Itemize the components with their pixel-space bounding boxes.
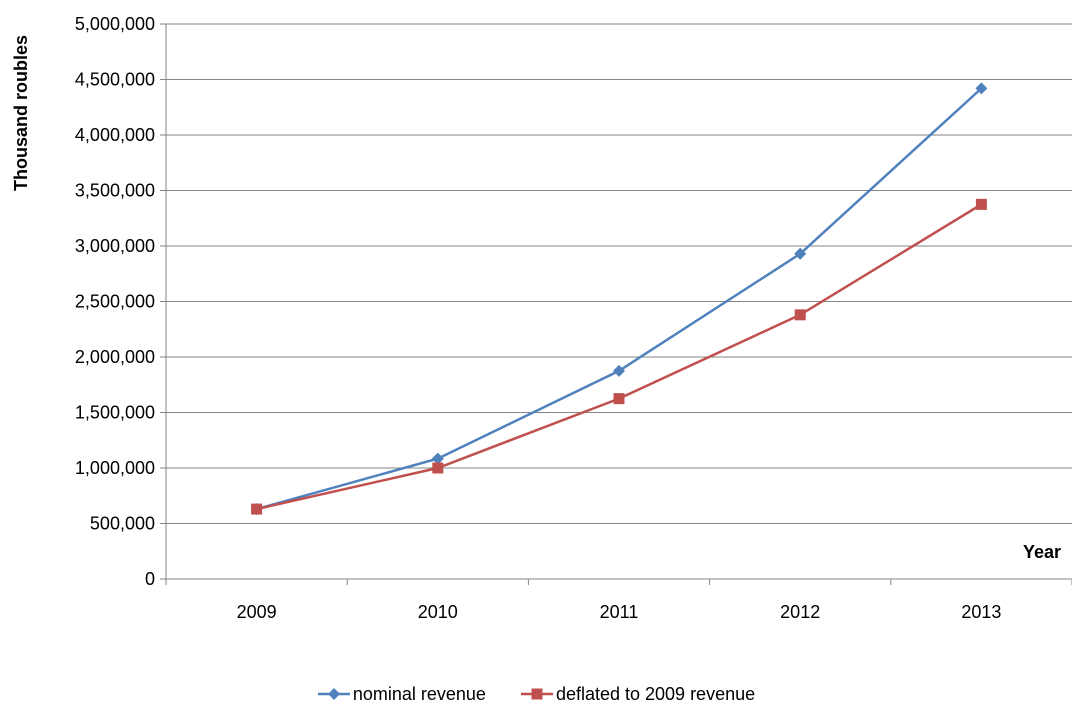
data-point-marker bbox=[251, 503, 263, 515]
x-tick-label: 2012 bbox=[780, 602, 820, 622]
legend-swatch bbox=[317, 688, 350, 700]
x-tick-labels: 2009 2010 2011 2012 2013 bbox=[237, 602, 1002, 622]
x-tick-label: 2013 bbox=[961, 602, 1001, 622]
line-chart: 0 500,000 1,000,000 1,500,000 2,000,000 2,500… bbox=[11, 14, 1072, 622]
y-tick-label: 1,000,000 bbox=[75, 458, 155, 478]
data-point-marker bbox=[975, 82, 988, 95]
data-point-marker bbox=[432, 462, 444, 474]
x-tick-label: 2010 bbox=[418, 602, 458, 622]
y-tick-label: 2,500,000 bbox=[75, 292, 155, 312]
data-point-marker bbox=[613, 364, 625, 377]
y-tick-label: 3,000,000 bbox=[75, 236, 155, 256]
legend-item-2: deflated to 2009 revenue bbox=[520, 684, 755, 705]
legend-swatch bbox=[520, 688, 553, 700]
y-tick-label: 1,500,000 bbox=[75, 403, 155, 423]
data-point-marker bbox=[794, 247, 807, 260]
y-tick-label: 2,000,000 bbox=[75, 347, 155, 367]
x-tick-label: 2009 bbox=[237, 602, 277, 622]
y-tick-label: 0 bbox=[145, 569, 155, 589]
y-tick-label: 5,000,000 bbox=[75, 14, 155, 34]
series-1 bbox=[250, 82, 988, 516]
y-tick-label: 4,500,000 bbox=[75, 70, 155, 90]
data-point-marker bbox=[794, 309, 806, 321]
legend-label: deflated to 2009 revenue bbox=[555, 683, 756, 704]
series-2 bbox=[251, 198, 987, 515]
axes bbox=[160, 23, 1072, 585]
x-axis-title: Year bbox=[1023, 542, 1061, 562]
data-point-marker bbox=[613, 393, 625, 405]
y-tick-label: 500,000 bbox=[90, 514, 155, 534]
x-tick-label: 2011 bbox=[600, 602, 639, 622]
y-axis-title: Thousand roubles bbox=[11, 35, 31, 191]
y-tick-labels: 0 500,000 1,000,000 1,500,000 2,000,000 2,500… bbox=[75, 14, 155, 589]
legend: nominal revenue deflated to 2009 revenue bbox=[0, 682, 1072, 706]
data-point-marker bbox=[975, 198, 987, 210]
y-tick-label: 4,000,000 bbox=[75, 125, 155, 145]
data-point-marker bbox=[431, 452, 444, 465]
series-line bbox=[256, 87, 983, 511]
series-group bbox=[250, 82, 988, 516]
legend-item-1: nominal revenue bbox=[317, 684, 486, 705]
legend-label: nominal revenue bbox=[352, 683, 486, 704]
gridlines bbox=[166, 23, 1072, 524]
y-tick-label: 3,500,000 bbox=[75, 181, 155, 201]
